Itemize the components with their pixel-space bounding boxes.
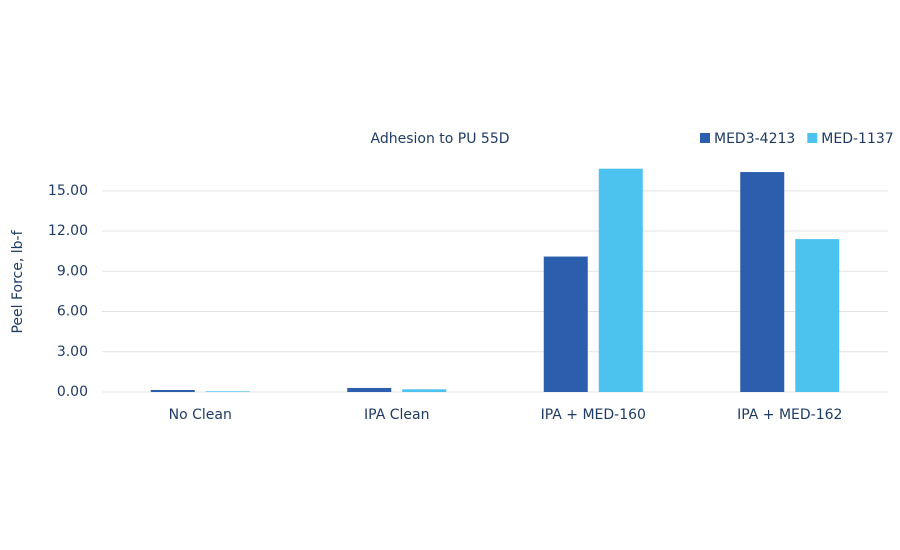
- y-tick-label: 12.00: [48, 223, 88, 239]
- bar: [205, 391, 250, 392]
- bar: [402, 389, 447, 392]
- bar: [150, 389, 195, 392]
- x-tick-label: IPA + MED-162: [737, 407, 842, 423]
- legend-swatch: [807, 133, 818, 143]
- y-tick-label: 15.00: [48, 183, 88, 199]
- y-tick-label: 6.00: [57, 304, 88, 320]
- legend-swatch: [700, 133, 710, 143]
- chart-title: Adhesion to PU 55D: [370, 131, 509, 147]
- bar: [347, 387, 392, 392]
- bar: [598, 168, 643, 392]
- x-tick-label: No Clean: [169, 407, 232, 423]
- legend-label: MED-1137: [821, 131, 893, 147]
- bar: [543, 256, 588, 392]
- bar: [740, 172, 785, 392]
- y-tick-label: 0.00: [57, 384, 88, 400]
- y-axis-label: Peel Force, lb-f: [10, 229, 26, 333]
- y-tick-label: 9.00: [57, 263, 88, 279]
- bar: [795, 239, 840, 392]
- y-tick-label: 3.00: [57, 344, 88, 360]
- legend-label: MED3-4213: [714, 131, 795, 147]
- x-tick-label: IPA Clean: [364, 407, 429, 423]
- x-tick-label: IPA + MED-160: [541, 407, 646, 423]
